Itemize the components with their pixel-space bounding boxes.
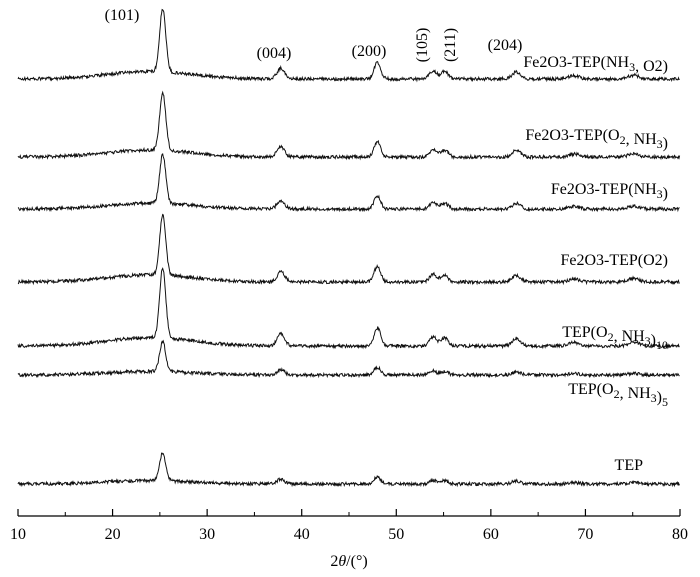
x-tick-label-40: 40 [294, 526, 310, 543]
series-layer: Fe2O3-TEP(NH3, O2) Fe2O3-TEP(O2, NH3) Fe2O… [17, 8, 681, 488]
series-line-1 [17, 8, 680, 83]
peak-label-4: (105) [414, 28, 431, 63]
series-label-5: TEP(O2, NH3)10 [562, 324, 668, 352]
peak-label-1: (101) [105, 7, 140, 24]
series-label-1: Fe2O3-TEP(NH3, O2) [523, 54, 668, 75]
series-line-6 [17, 339, 680, 379]
x-tick-label-50: 50 [388, 526, 404, 543]
series-label-6: TEP(O2, NH3)5 [568, 381, 668, 409]
series-label-3: Fe2O3-TEP(NH3) [551, 181, 668, 202]
series-line-3 [17, 153, 680, 213]
series-label-4: Fe2O3-TEP(O2) [560, 252, 668, 269]
peak-label-2: (004) [257, 45, 292, 62]
series-line-4 [17, 213, 680, 286]
series-label-2: Fe2O3-TEP(O2, NH3) [525, 127, 668, 152]
x-tick-label-60: 60 [483, 526, 499, 543]
x-tick-label-20: 20 [105, 526, 121, 543]
series-line-7 [17, 452, 680, 488]
peak-label-6: (204) [488, 37, 523, 54]
peak-label-5: (211) [442, 28, 459, 62]
x-tick-label-80: 80 [672, 526, 688, 543]
peak-labels: (101) (004) (200) (105) (211) (204) [105, 7, 523, 62]
series-label-7: TEP [615, 457, 644, 474]
x-axis: 10 20 30 40 50 60 70 80 [10, 509, 688, 543]
series-line-5 [17, 267, 680, 350]
peak-label-3: (200) [352, 43, 387, 60]
x-tick-label-10: 10 [10, 526, 26, 543]
x-axis-title: 2θ/(°) [330, 553, 367, 570]
series-line-2 [17, 90, 681, 161]
x-tick-label-70: 70 [577, 526, 593, 543]
x-tick-label-30: 30 [199, 526, 215, 543]
